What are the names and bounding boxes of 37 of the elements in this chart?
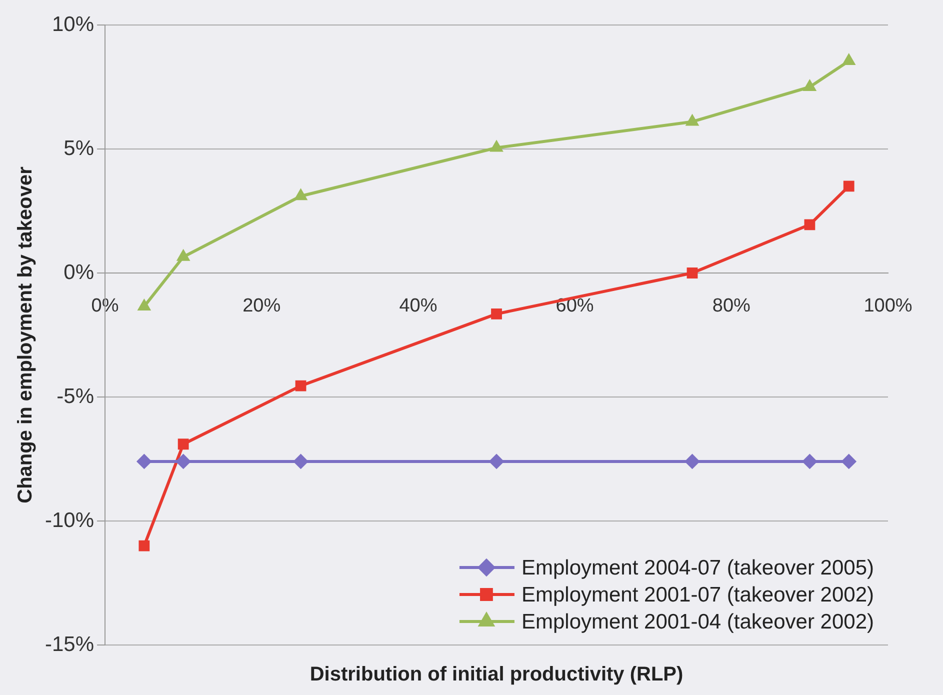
point <box>684 454 700 469</box>
legend-label: Employment 2001-04 (takeover 2002) <box>521 610 874 634</box>
y-tick-label: -15% <box>44 632 94 656</box>
point <box>138 540 150 552</box>
point <box>178 438 189 450</box>
x-tick-label: 0% <box>91 296 119 317</box>
legend-label: Employment 2004-07 (takeover 2005) <box>521 556 874 580</box>
x-tick-label: 80% <box>712 296 751 317</box>
y-tick-label: -5% <box>56 384 94 408</box>
y-axis-title: Change in employment by takeover <box>14 166 37 504</box>
point <box>138 298 151 310</box>
point <box>136 454 152 469</box>
point <box>686 114 699 126</box>
x-tick-label: 20% <box>242 296 281 317</box>
point <box>295 380 306 392</box>
x-axis-title: Distribution of initial productivity (RLP) <box>310 664 684 686</box>
x-tick-label: 100% <box>864 296 912 317</box>
legend-label: Employment 2001-07 (takeover 2002) <box>521 583 874 606</box>
point <box>802 454 818 469</box>
point <box>686 268 698 278</box>
y-tick-label: 10% <box>52 12 94 36</box>
point <box>843 180 854 192</box>
x-tick-label: 40% <box>399 296 438 317</box>
point <box>176 249 190 261</box>
point <box>803 80 816 91</box>
point <box>176 454 191 469</box>
y-tick-label: 5% <box>64 136 94 160</box>
point <box>489 454 504 469</box>
point <box>490 140 504 152</box>
point <box>804 219 816 230</box>
point <box>294 188 308 200</box>
point <box>841 454 856 469</box>
y-tick-label: -10% <box>44 508 94 532</box>
y-tick-label: 0% <box>64 260 94 284</box>
point <box>842 53 856 65</box>
point <box>491 308 502 320</box>
point <box>293 454 308 469</box>
